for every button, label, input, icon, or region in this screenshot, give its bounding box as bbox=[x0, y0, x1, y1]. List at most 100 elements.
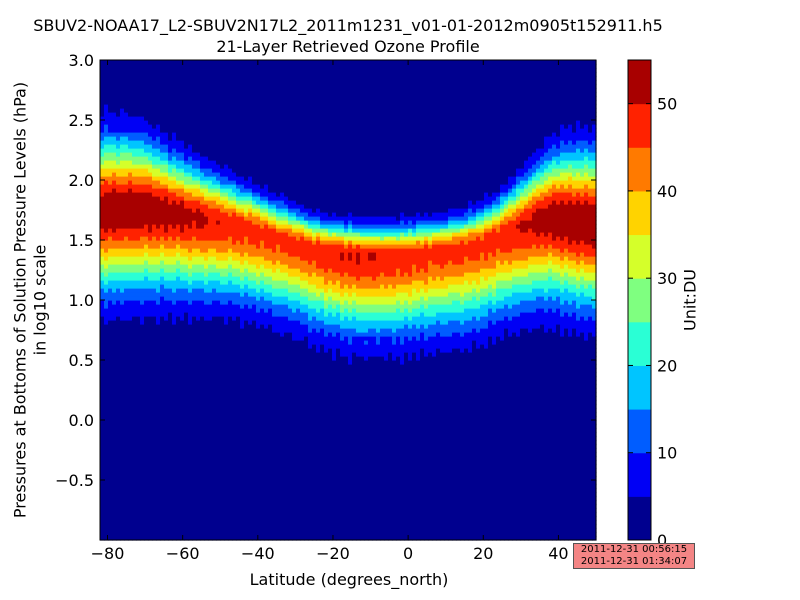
heatmap-cell bbox=[236, 368, 241, 373]
heatmap-cell bbox=[112, 228, 117, 233]
heatmap-cell bbox=[252, 372, 257, 377]
heatmap-cell bbox=[216, 392, 221, 397]
heatmap-cell bbox=[112, 528, 117, 533]
heatmap-cell bbox=[140, 408, 145, 413]
heatmap-cell bbox=[100, 408, 105, 413]
heatmap-cell bbox=[140, 480, 145, 485]
heatmap-cell bbox=[252, 320, 257, 325]
heatmap-cell bbox=[176, 148, 181, 153]
heatmap-cell bbox=[200, 160, 205, 165]
heatmap-cell bbox=[240, 408, 245, 413]
heatmap-cell bbox=[156, 192, 161, 197]
heatmap-cell bbox=[168, 204, 173, 209]
heatmap-cell bbox=[144, 396, 149, 401]
heatmap-cell bbox=[228, 360, 233, 365]
heatmap-cell bbox=[168, 444, 173, 449]
heatmap-cell bbox=[184, 512, 189, 517]
heatmap-cell bbox=[220, 88, 225, 93]
heatmap-cell bbox=[156, 424, 161, 429]
heatmap-cell bbox=[132, 332, 137, 337]
heatmap-cell bbox=[184, 436, 189, 441]
heatmap-cell bbox=[212, 408, 217, 413]
heatmap-cell bbox=[116, 496, 121, 501]
heatmap-cell bbox=[104, 428, 109, 433]
heatmap-cell bbox=[196, 200, 201, 205]
heatmap-cell bbox=[200, 496, 205, 501]
heatmap-cell bbox=[224, 344, 229, 349]
heatmap-cell bbox=[204, 408, 209, 413]
heatmap-cell bbox=[144, 168, 149, 173]
heatmap-cell bbox=[148, 420, 153, 425]
heatmap-cell bbox=[132, 128, 137, 133]
heatmap-cell bbox=[164, 344, 169, 349]
heatmap-cell bbox=[124, 164, 129, 169]
heatmap-cell bbox=[228, 172, 233, 177]
heatmap-cell bbox=[180, 76, 185, 81]
heatmap-cell bbox=[112, 240, 117, 245]
heatmap-cell bbox=[152, 280, 157, 285]
heatmap-cell bbox=[224, 168, 229, 173]
heatmap-cell bbox=[168, 308, 173, 313]
heatmap-cell bbox=[196, 336, 201, 341]
heatmap-cell bbox=[172, 192, 177, 197]
heatmap-cell bbox=[160, 508, 165, 513]
heatmap-cell bbox=[236, 152, 241, 157]
heatmap-cell bbox=[156, 452, 161, 457]
heatmap-cell bbox=[164, 96, 169, 101]
heatmap-cell bbox=[204, 128, 209, 133]
heatmap-cell bbox=[188, 256, 193, 261]
heatmap-cell bbox=[120, 256, 125, 261]
heatmap-cell bbox=[176, 244, 181, 249]
heatmap-cell bbox=[100, 212, 105, 217]
heatmap-cell bbox=[172, 312, 177, 317]
heatmap-cell bbox=[228, 424, 233, 429]
heatmap-cell bbox=[164, 420, 169, 425]
heatmap-cell bbox=[216, 108, 221, 113]
heatmap-cell bbox=[148, 456, 153, 461]
heatmap-cell bbox=[236, 292, 241, 297]
heatmap-cell bbox=[252, 364, 257, 369]
heatmap-cell bbox=[224, 196, 229, 201]
heatmap-cell bbox=[140, 416, 145, 421]
heatmap-cell bbox=[128, 348, 133, 353]
heatmap-cell bbox=[236, 504, 241, 509]
heatmap-cell bbox=[224, 300, 229, 305]
heatmap-cell bbox=[200, 536, 205, 541]
heatmap-cell bbox=[224, 264, 229, 269]
heatmap-cell bbox=[164, 460, 169, 465]
heatmap-cell bbox=[136, 484, 141, 489]
heatmap-cell bbox=[108, 268, 113, 273]
heatmap-cell bbox=[100, 312, 105, 317]
heatmap-cell bbox=[172, 496, 177, 501]
heatmap-cell bbox=[216, 416, 221, 421]
heatmap-cell bbox=[220, 384, 225, 389]
heatmap-cell bbox=[164, 296, 169, 301]
heatmap-cell bbox=[100, 476, 105, 481]
heatmap-cell bbox=[236, 404, 241, 409]
heatmap-cell bbox=[232, 160, 237, 165]
heatmap-cell bbox=[164, 240, 169, 245]
heatmap-cell bbox=[132, 116, 137, 121]
heatmap-cell bbox=[232, 416, 237, 421]
heatmap-cell bbox=[136, 220, 141, 225]
heatmap-cell bbox=[200, 532, 205, 537]
heatmap-cell bbox=[128, 104, 133, 109]
heatmap-cell bbox=[128, 252, 133, 257]
heatmap-cell bbox=[208, 72, 213, 77]
heatmap-cell bbox=[148, 412, 153, 417]
heatmap-cell bbox=[156, 436, 161, 441]
heatmap-cell bbox=[108, 72, 113, 77]
heatmap-cell bbox=[104, 124, 109, 129]
heatmap-cell bbox=[168, 64, 173, 69]
heatmap-cell bbox=[176, 324, 181, 329]
heatmap-cell bbox=[200, 148, 205, 153]
heatmap-cell bbox=[220, 304, 225, 309]
heatmap-cell bbox=[152, 180, 157, 185]
heatmap-cell bbox=[220, 424, 225, 429]
heatmap-cell bbox=[224, 408, 229, 413]
heatmap-cell bbox=[200, 528, 205, 533]
heatmap-cell bbox=[204, 256, 209, 261]
heatmap-cell bbox=[252, 64, 257, 69]
heatmap-cell bbox=[180, 384, 185, 389]
heatmap-cell bbox=[100, 200, 105, 205]
